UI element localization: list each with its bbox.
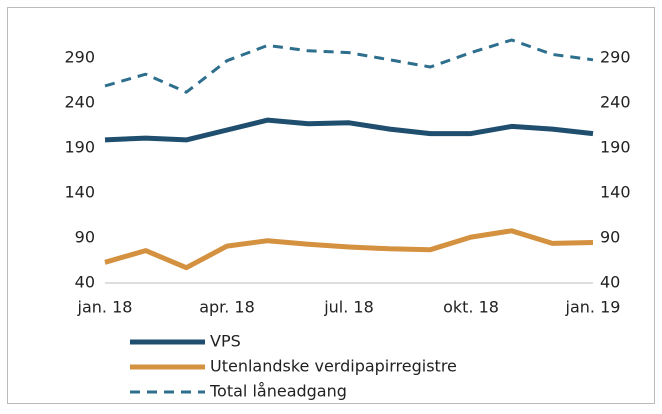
x-tick-label: apr. 18 <box>199 298 255 317</box>
y2-tick-label: 290 <box>600 48 631 67</box>
chart-frame <box>7 7 655 404</box>
y-tick-label: 240 <box>64 93 95 112</box>
x-tick-label: okt. 18 <box>443 298 499 317</box>
x-tick-label: jul. 18 <box>323 298 374 317</box>
y-tick-label: 90 <box>75 228 95 247</box>
y2-tick-label: 40 <box>600 273 620 292</box>
y2-tick-label: 90 <box>600 228 620 247</box>
legend-label: VPS <box>210 332 241 351</box>
series-line <box>104 228 594 271</box>
x-tick-label: jan. 19 <box>565 298 621 317</box>
y-tick-label: 290 <box>64 48 95 67</box>
legend-label: Utenlandske verdipapirregistre <box>210 357 457 376</box>
x-tick-label: jan. 18 <box>77 298 133 317</box>
y-tick-label: 190 <box>64 138 95 157</box>
y2-tick-label: 140 <box>600 183 631 202</box>
y-tick-label: 40 <box>75 273 95 292</box>
legend-label: Total låneadgang <box>209 382 347 401</box>
series-line <box>104 117 594 143</box>
y2-tick-label: 190 <box>600 138 631 157</box>
y2-tick-label: 240 <box>600 93 631 112</box>
series-line <box>104 38 594 94</box>
y-tick-label: 140 <box>64 183 95 202</box>
